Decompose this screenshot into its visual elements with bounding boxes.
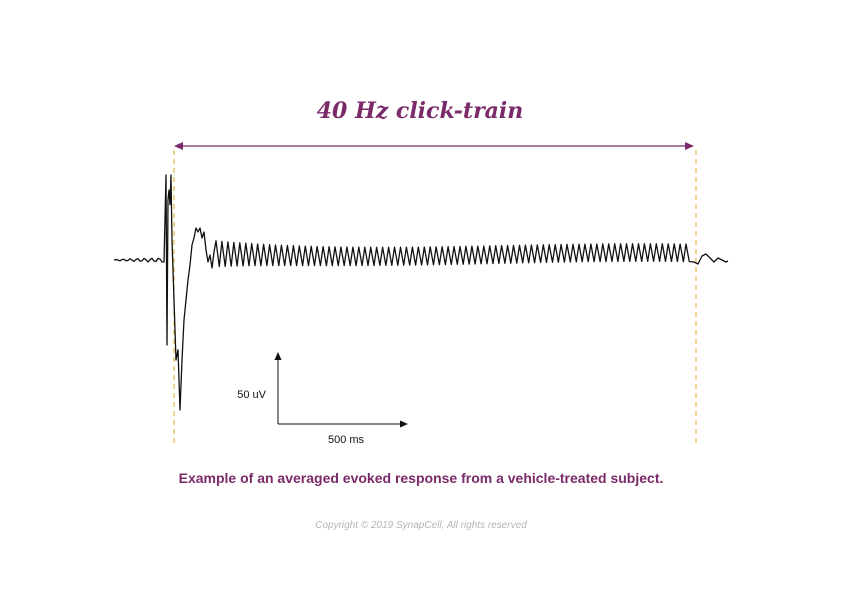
arrow-right-head (685, 142, 694, 150)
figure-caption: Example of an averaged evoked response f… (178, 470, 664, 486)
evoked-response-trace (113, 174, 729, 411)
stimulus-duration-arrow (174, 142, 694, 150)
scale-bar: 50 uV 500 ms (237, 352, 408, 446)
scale-bar-vertical-arrowhead (274, 352, 282, 360)
scale-bar-y-label: 50 uV (237, 389, 266, 401)
scale-bar-x-label: 500 ms (328, 434, 365, 446)
stimulus-title: 40 Hz click-train (317, 98, 524, 124)
scale-bar-horizontal-arrowhead (400, 420, 408, 428)
arrow-left-head (174, 142, 183, 150)
copyright-notice: Copyright © 2019 SynapCell, All rights r… (315, 520, 527, 531)
